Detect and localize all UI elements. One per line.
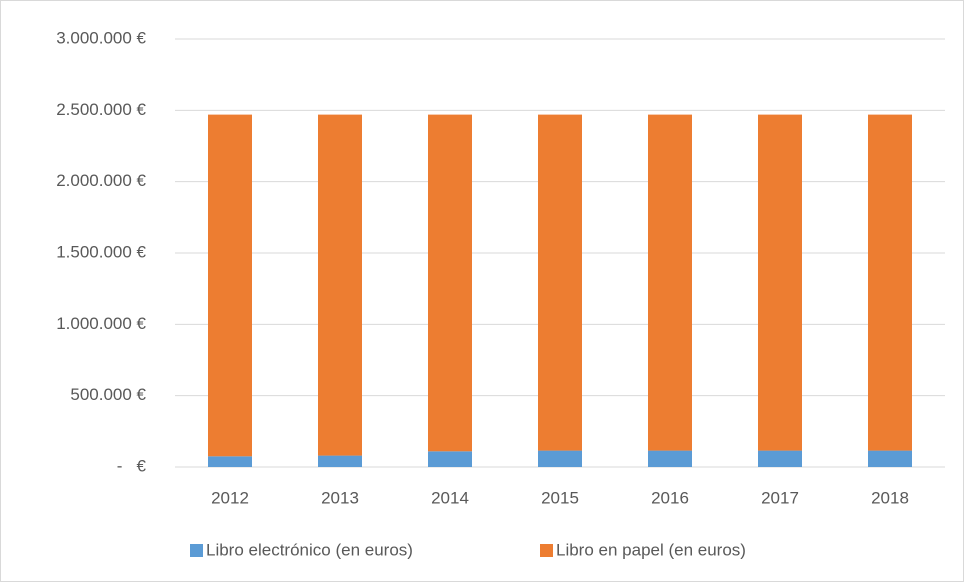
x-tick-label: 2016: [651, 488, 689, 507]
bar-segment: [758, 450, 802, 467]
bar-segment: [758, 114, 802, 451]
bar-segment: [648, 450, 692, 467]
y-tick-label: 1.000.000 €: [56, 314, 146, 333]
bar-segment: [538, 114, 582, 451]
y-tick-label: 500.000 €: [70, 385, 146, 404]
bar-segment: [208, 114, 252, 457]
bar-segment: [318, 455, 362, 467]
x-tick-label: 2018: [871, 488, 909, 507]
legend-label: Libro electrónico (en euros): [206, 540, 413, 559]
bar-segment: [868, 114, 912, 451]
y-tick-label: 2.500.000 €: [56, 100, 146, 119]
y-tick-label: 1.500.000 €: [56, 242, 146, 261]
legend-swatch: [540, 544, 553, 557]
legend-swatch: [190, 544, 203, 557]
bar-segment: [428, 114, 472, 452]
bar-segment: [868, 450, 912, 467]
bar-segment: [318, 114, 362, 456]
legend-label: Libro en papel (en euros): [556, 540, 746, 559]
bar-segment: [538, 450, 582, 467]
y-tick-label: 3.000.000 €: [56, 28, 146, 47]
bar-segment: [208, 456, 252, 467]
y-tick-label: 2.000.000 €: [56, 171, 146, 190]
y-tick-label: - €: [117, 456, 147, 475]
bar-segment: [648, 114, 692, 451]
x-tick-label: 2013: [321, 488, 359, 507]
x-tick-label: 2012: [211, 488, 249, 507]
bar-segment: [428, 451, 472, 467]
x-tick-label: 2015: [541, 488, 579, 507]
x-tick-label: 2014: [431, 488, 469, 507]
x-tick-label: 2017: [761, 488, 799, 507]
